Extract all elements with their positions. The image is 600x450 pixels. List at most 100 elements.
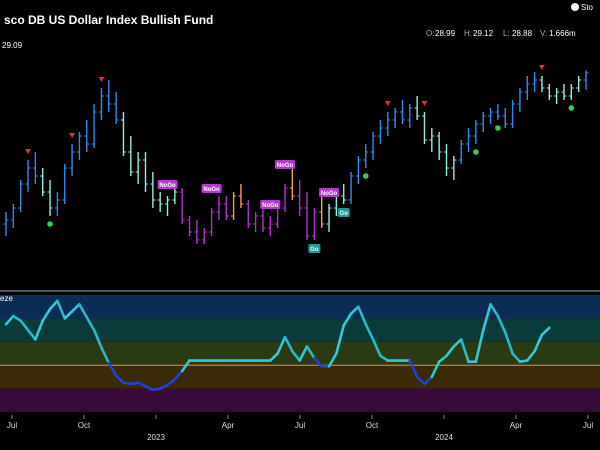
oscillator-line-segment (313, 356, 323, 368)
oscillator-line-segment (430, 360, 441, 379)
signal-down-marker (69, 133, 76, 138)
oscillator-line-segment (78, 303, 89, 319)
oscillator-line-segment (158, 383, 169, 390)
x-axis-tick-label: Oct (366, 421, 379, 430)
nogo-tag-label: NoGo (159, 183, 176, 189)
oscillator-line-segment (305, 345, 316, 360)
oscillator-line-segment (136, 381, 147, 388)
last-price-label: 29.09 (2, 41, 23, 50)
nogo-tag-label: NoGo (321, 191, 338, 197)
oscillator-line-segment (70, 303, 81, 313)
x-axis-tick-label: 2024 (435, 433, 453, 442)
nogo-tag-label: NoGo (262, 203, 279, 209)
signal-up-marker (568, 105, 575, 111)
signal-up-marker (495, 125, 501, 131)
oscillator-line-segment (283, 335, 294, 353)
x-axis: Jul Oct 2023 Apr Jul Oct 2024 Apr Jul (7, 415, 593, 442)
oscillator-band (0, 341, 600, 366)
oscillator-line-segment (114, 374, 125, 385)
oscillator-line-segment (423, 375, 434, 386)
x-axis-tick-label: Apr (222, 421, 235, 430)
ohlcv-value: 28.99 (435, 29, 456, 38)
oscillator-line-segment (379, 354, 390, 362)
nogo-tag-label: NoGo (277, 163, 294, 169)
oscillator-line-segment (276, 335, 287, 355)
oscillator-line-segment (107, 361, 118, 378)
logo-icon (571, 3, 579, 11)
oscillator-line-segment (511, 352, 522, 363)
logo-text: Sto (581, 3, 594, 12)
oscillator-line-segment (525, 349, 536, 362)
x-axis-tick-label: 2023 (147, 433, 165, 442)
oscillator-line-segment (48, 299, 59, 311)
signal-down-marker (98, 77, 105, 82)
go-tag-label: Go (310, 247, 319, 253)
oscillator-line-segment (12, 314, 22, 323)
nogo-tag-label: NoGo (203, 187, 220, 193)
oscillator-line-segment (335, 324, 346, 355)
oscillator-line-segment (166, 377, 177, 387)
price-pane: NoGo NoGo NoGo NoGo NoGo Go Go (3, 65, 589, 253)
nogo-tag (274, 160, 295, 169)
oscillator-line-segment (180, 359, 191, 373)
oscillator-line-segment (408, 359, 419, 379)
nogo-tag (260, 200, 281, 209)
oscillator-line-segment (26, 328, 37, 341)
nogo-tag (201, 184, 222, 193)
oscillator-line-segment (496, 314, 507, 334)
oscillator-line-segment (144, 384, 155, 392)
oscillator-title: eze (0, 294, 13, 303)
oscillator-line-segment (19, 319, 30, 332)
oscillator-line-segment (92, 328, 103, 349)
oscillator-line-segment (41, 307, 52, 323)
oscillator-line-segment (415, 375, 426, 386)
x-axis-tick-label: Jul (7, 421, 17, 430)
oscillator-line-segment (4, 314, 15, 326)
x-axis-tick-label: Jul (295, 421, 305, 430)
oscillator-line-segment (298, 345, 309, 362)
oscillator-line-segment (342, 312, 353, 327)
go-tag (337, 208, 350, 217)
oscillator-line-segment (34, 319, 45, 341)
signal-down-marker (538, 65, 545, 70)
oscillator-line-segment (56, 299, 67, 320)
oscillator-line-segment (173, 369, 184, 381)
oscillator-line-segment (100, 346, 111, 365)
oscillator-line-segment (459, 338, 470, 363)
oscillator-line-segment (540, 326, 551, 337)
oscillator-band (0, 388, 600, 412)
go-tag-label: Go (340, 211, 349, 217)
oscillator-band (0, 318, 600, 342)
oscillator-line-segment (349, 305, 360, 316)
oscillator-line-segment (452, 338, 463, 348)
nogo-tag (319, 188, 340, 197)
signal-up-marker (47, 221, 53, 227)
oscillator-line-segment (85, 315, 96, 332)
oscillator-line-segment (533, 333, 544, 353)
oscillator-line-segment (371, 338, 382, 358)
oscillator-line-segment (291, 349, 301, 362)
oscillator-line-segment (445, 345, 456, 358)
oscillator-line-segment (437, 354, 448, 363)
oscillator-band (0, 365, 600, 389)
ohlcv-value: 29.12 (473, 29, 494, 38)
oscillator-line-segment (489, 303, 500, 318)
ohlcv-label: V: (540, 29, 547, 38)
logo: Sto (571, 3, 594, 12)
oscillator-line-segment (503, 331, 514, 355)
oscillator-line-segment (327, 352, 338, 368)
oscillator-band (0, 295, 600, 319)
oscillator-line-segment (481, 303, 492, 332)
go-tag (308, 244, 321, 253)
chart-title: sco DB US Dollar Index Bullish Fund (4, 13, 213, 27)
oscillator-line-segment (357, 305, 368, 326)
oscillator-line-segment (364, 322, 375, 341)
ohlcv-value: 28.88 (512, 29, 533, 38)
ohlcv-label: L: (503, 29, 510, 38)
signal-down-marker (25, 149, 32, 154)
signal-down-marker (421, 101, 428, 106)
x-axis-tick-label: Apr (510, 421, 523, 430)
x-axis-tick-label: Jul (583, 421, 593, 430)
oscillator-line-segment (63, 310, 74, 320)
